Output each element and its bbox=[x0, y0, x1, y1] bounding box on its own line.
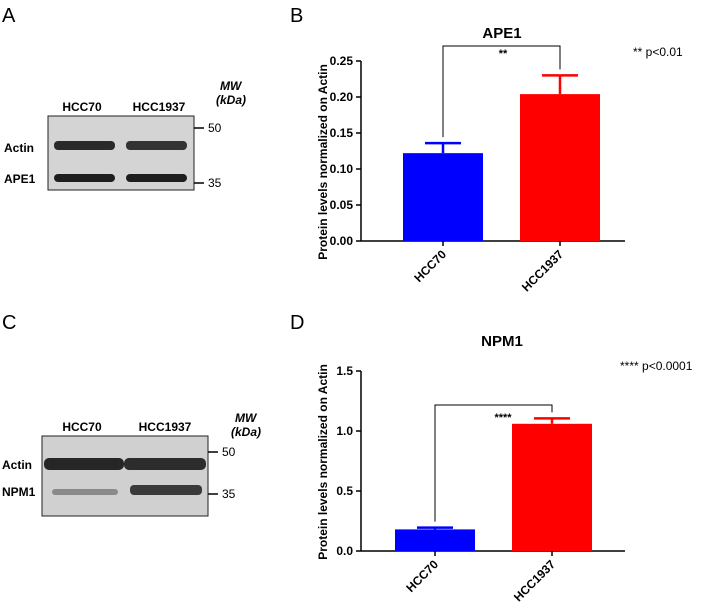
y-tick-label: 1.0 bbox=[336, 424, 353, 438]
mw-unit-label-c: (kDa) bbox=[231, 425, 261, 439]
mw-label-c: MW bbox=[235, 411, 258, 425]
y-tick-label: 0.25 bbox=[330, 54, 354, 68]
chart-title: NPM1 bbox=[481, 333, 523, 350]
band-npm1-hcc1937 bbox=[130, 485, 202, 495]
panel-letter-c: C bbox=[2, 312, 16, 334]
lane-label-hcc1937-a: HCC1937 bbox=[133, 100, 186, 114]
y-tick-label: 0.15 bbox=[330, 126, 354, 140]
band-npm1-hcc70 bbox=[52, 489, 118, 495]
chart-title: APE1 bbox=[482, 25, 521, 42]
mw-marker-35-a: 35 bbox=[208, 176, 222, 190]
significance-stars: ** bbox=[499, 48, 508, 60]
band-ape1-hcc70 bbox=[54, 174, 115, 182]
y-tick-label: 0.20 bbox=[330, 90, 354, 104]
y-tick-label: 0.0 bbox=[336, 544, 353, 558]
chart-ape1: APE1 Protein levels normalized on Actin … bbox=[316, 25, 683, 294]
significance-bracket bbox=[442, 45, 561, 138]
band-actin-hcc70 bbox=[54, 141, 115, 150]
row-label-npm1: NPM1 bbox=[2, 485, 36, 499]
panel-letter-a: A bbox=[2, 5, 16, 27]
chart-npm1: NPM1 Protein levels normalized on Actin … bbox=[316, 333, 693, 604]
y-axis-label: Protein levels normalized on Actin bbox=[316, 64, 330, 260]
mw-marker-50-a: 50 bbox=[208, 121, 222, 135]
y-tick-label: 0.00 bbox=[330, 234, 354, 248]
y-axis-label: Protein levels normalized on Actin bbox=[316, 364, 330, 560]
panel-letter-d: D bbox=[290, 312, 304, 334]
row-label-actin-c: Actin bbox=[2, 458, 32, 472]
mw-label-a: MW bbox=[220, 79, 243, 93]
lane-label-hcc70-c: HCC70 bbox=[62, 420, 102, 434]
mw-marker-50-c: 50 bbox=[222, 445, 236, 459]
panel-letter-b: B bbox=[290, 5, 303, 27]
x-tick-label: HCC70 bbox=[411, 247, 449, 285]
row-label-ape1: APE1 bbox=[4, 172, 36, 186]
y-tick-label: 0.05 bbox=[330, 198, 354, 212]
lane-label-hcc1937-c: HCC1937 bbox=[139, 420, 192, 434]
band-actin-hcc70-c bbox=[44, 458, 124, 470]
significance-annotation: ** p<0.01 bbox=[633, 45, 683, 59]
bar-hcc1937 bbox=[520, 94, 600, 242]
y-tick-label: 1.5 bbox=[336, 364, 353, 378]
band-actin-hcc1937-c bbox=[124, 458, 206, 470]
band-actin-hcc1937 bbox=[126, 141, 187, 150]
lane-label-hcc70-a: HCC70 bbox=[62, 100, 102, 114]
significance-annotation: **** p<0.0001 bbox=[620, 359, 693, 373]
y-tick-label: 0.5 bbox=[336, 484, 353, 498]
mw-unit-label-a: (kDa) bbox=[216, 93, 246, 107]
significance-stars: **** bbox=[494, 412, 512, 424]
row-label-actin-a: Actin bbox=[4, 141, 34, 155]
x-tick-label: HCC1937 bbox=[519, 247, 566, 294]
x-tick-label: HCC1937 bbox=[511, 557, 558, 604]
bar-hcc1937 bbox=[512, 423, 592, 551]
significance-bracket bbox=[434, 404, 553, 522]
y-tick-label: 0.10 bbox=[330, 162, 354, 176]
blot-image-c bbox=[41, 435, 209, 517]
blot-image-a bbox=[47, 115, 195, 191]
mw-marker-35-c: 35 bbox=[222, 487, 236, 501]
x-tick-label: HCC70 bbox=[403, 557, 441, 595]
bar-hcc70 bbox=[395, 529, 475, 551]
band-ape1-hcc1937 bbox=[126, 174, 187, 182]
bar-hcc70 bbox=[403, 153, 483, 241]
